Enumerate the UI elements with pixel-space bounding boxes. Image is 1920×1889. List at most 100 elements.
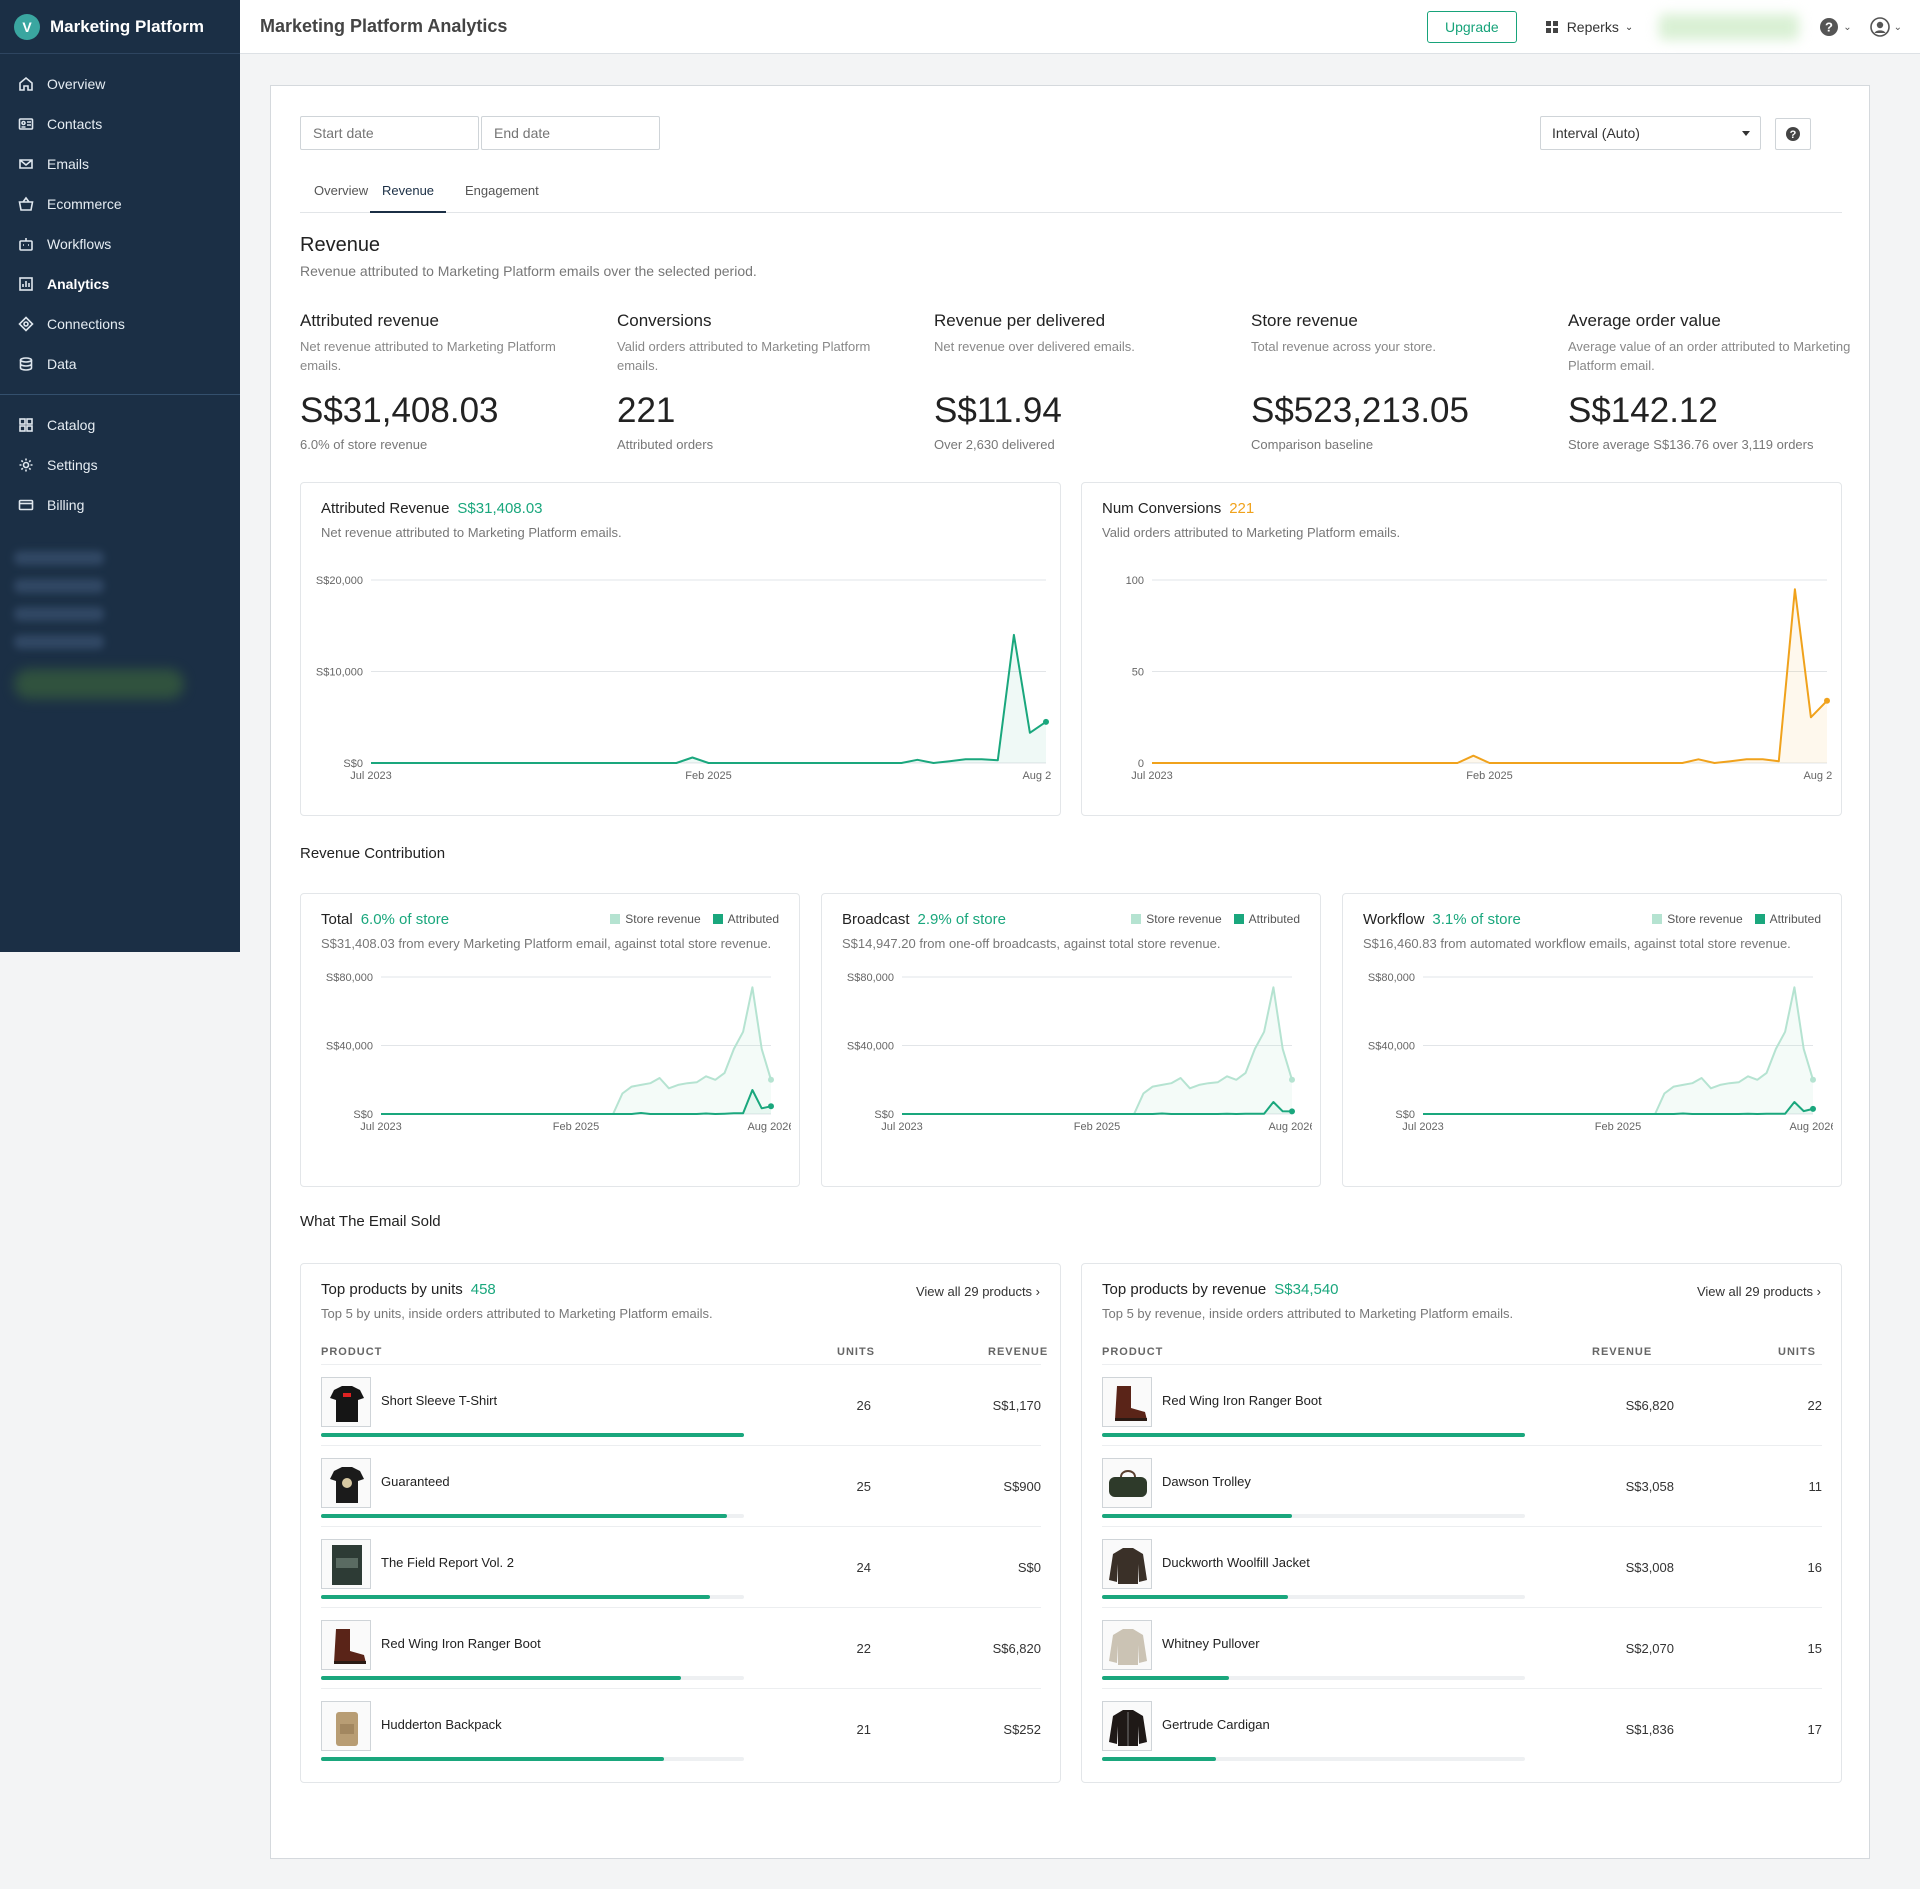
kpi-title: Average order value bbox=[1568, 311, 1721, 330]
help-icon[interactable]: ? bbox=[1819, 17, 1839, 37]
contribution-chart: S$0 S$40,000 S$80,000 Jul 2023 Feb 2025 Aug 2… bbox=[847, 972, 1312, 1133]
y-tick-label: S$0 bbox=[353, 1109, 373, 1121]
start-date-input[interactable] bbox=[300, 116, 479, 150]
chevron-down-icon[interactable]: ⌄ bbox=[1893, 21, 1902, 33]
conversions-chart: 0 50 100 Jul 2023 Feb 2025 Aug 2026 bbox=[1126, 575, 1832, 782]
product-thumbnail[interactable] bbox=[1102, 1701, 1152, 1751]
product-name[interactable]: Dawson Trolley bbox=[1162, 1474, 1251, 1489]
product-name[interactable]: Short Sleeve T-Shirt bbox=[381, 1393, 498, 1408]
tab-revenue[interactable]: Revenue bbox=[370, 183, 447, 213]
product-thumbnail[interactable] bbox=[321, 1620, 371, 1670]
share-bar bbox=[1102, 1595, 1525, 1599]
sidebar-item-billing[interactable]: Billing bbox=[0, 485, 240, 525]
product-thumbnail[interactable] bbox=[1102, 1377, 1152, 1427]
brand[interactable]: V Marketing Platform bbox=[0, 0, 240, 54]
units-cell: 16 bbox=[1807, 1560, 1822, 1575]
product-name[interactable]: Guaranteed bbox=[381, 1474, 450, 1489]
product-name[interactable]: Whitney Pullover bbox=[1162, 1636, 1260, 1651]
sidebar-item-label: Billing bbox=[47, 497, 85, 513]
product-thumbnail[interactable] bbox=[1102, 1539, 1152, 1589]
x-tick-label: Aug 2026 bbox=[747, 1121, 791, 1133]
account-switcher[interactable]: Reperks ⌄ bbox=[1545, 19, 1633, 35]
sidebar-item-connections[interactable]: Connections bbox=[0, 304, 240, 344]
sidebar-item-contacts[interactable]: Contacts bbox=[0, 104, 240, 144]
sidebar-item-label: Analytics bbox=[47, 276, 110, 292]
product-thumbnail[interactable] bbox=[1102, 1458, 1152, 1508]
share-bar-fill bbox=[321, 1757, 664, 1761]
topbar: Marketing Platform Analytics Upgrade Rep… bbox=[240, 0, 1920, 54]
legend-swatch-attributed bbox=[1754, 914, 1765, 924]
tab-overview[interactable]: Overview bbox=[314, 183, 369, 198]
upgrade-button[interactable]: Upgrade bbox=[1426, 11, 1517, 43]
sidebar-item-analytics[interactable]: Analytics bbox=[0, 264, 240, 304]
product-thumbnail[interactable] bbox=[321, 1539, 371, 1589]
sidebar-nav: Overview Contacts Emails Ecommerce Workf… bbox=[0, 54, 240, 525]
series-line bbox=[381, 1089, 772, 1115]
share-bar bbox=[1102, 1433, 1525, 1437]
legend-label-attributed: Attributed bbox=[1769, 912, 1821, 926]
product-thumbnail[interactable] bbox=[321, 1377, 371, 1427]
product-row[interactable]: Dawson Trolley S$3,058 11 bbox=[1102, 1445, 1822, 1526]
product-row[interactable]: Whitney Pullover S$2,070 15 bbox=[1102, 1607, 1822, 1688]
product-row[interactable]: Gertrude Cardigan S$1,836 17 bbox=[1102, 1688, 1822, 1769]
product-row[interactable]: Guaranteed 25 S$900 bbox=[321, 1445, 1041, 1526]
sidebar-item-data[interactable]: Data bbox=[0, 344, 240, 384]
product-thumbnail[interactable] bbox=[321, 1701, 371, 1751]
product-name[interactable]: Red Wing Iron Ranger Boot bbox=[381, 1636, 541, 1651]
blurred-item bbox=[14, 635, 104, 649]
grid-icon bbox=[17, 416, 35, 434]
sidebar-item-label: Data bbox=[47, 356, 77, 372]
interval-select[interactable]: Interval (Auto) bbox=[1540, 116, 1761, 150]
sidebar-item-label: Catalog bbox=[47, 417, 96, 433]
help-button[interactable]: ? bbox=[1775, 118, 1811, 150]
product-row[interactable]: Short Sleeve T-Shirt 26 S$1,170 bbox=[321, 1364, 1041, 1445]
sold-heading: What The Email Sold bbox=[300, 1213, 441, 1230]
revenue-cell: S$3,008 bbox=[1625, 1560, 1674, 1575]
product-thumbnail[interactable] bbox=[1102, 1620, 1152, 1670]
panel-total: S$34,540 bbox=[1274, 1281, 1339, 1298]
interval-value: Interval (Auto) bbox=[1552, 125, 1640, 141]
sidebar-item-workflows[interactable]: Workflows bbox=[0, 224, 240, 264]
col-header-product: PRODUCT bbox=[321, 1346, 383, 1358]
product-thumbnail[interactable] bbox=[321, 1458, 371, 1508]
blurred-item bbox=[14, 607, 104, 621]
product-name[interactable]: Duckworth Woolfill Jacket bbox=[1162, 1555, 1310, 1570]
contribution-panel: Broadcast 2.9% of store Store revenue Attri… bbox=[821, 893, 1321, 1187]
share-bar-fill bbox=[321, 1433, 744, 1437]
chevron-down-icon[interactable]: ⌄ bbox=[1843, 21, 1852, 33]
kpi-value: S$11.94 bbox=[934, 391, 1062, 430]
product-name[interactable]: Red Wing Iron Ranger Boot bbox=[1162, 1393, 1322, 1408]
end-date-input[interactable] bbox=[481, 116, 660, 150]
sidebar-item-overview[interactable]: Overview bbox=[0, 64, 240, 104]
panel-title-text: Top products by units bbox=[321, 1281, 463, 1298]
product-name[interactable]: The Field Report Vol. 2 bbox=[381, 1555, 514, 1570]
col-header-product: PRODUCT bbox=[1102, 1346, 1164, 1358]
kpi-title: Conversions bbox=[617, 311, 712, 330]
product-row[interactable]: Duckworth Woolfill Jacket S$3,008 16 bbox=[1102, 1526, 1822, 1607]
sidebar-item-catalog[interactable]: Catalog bbox=[0, 405, 240, 445]
contribution-pct: 2.9% of store bbox=[917, 911, 1006, 928]
kpi-title: Store revenue bbox=[1251, 311, 1358, 330]
view-all-link[interactable]: View all 29 products › bbox=[915, 1284, 1040, 1299]
tab-engagement[interactable]: Engagement bbox=[465, 183, 539, 198]
contribution-title: Broadcast 2.9% of store bbox=[842, 911, 1006, 928]
sidebar-item-ecommerce[interactable]: Ecommerce bbox=[0, 184, 240, 224]
x-tick-label: Aug 2026 bbox=[1268, 1121, 1312, 1133]
x-tick-label: Feb 2025 bbox=[553, 1121, 599, 1133]
product-name[interactable]: Hudderton Backpack bbox=[381, 1717, 502, 1732]
y-tick-label: S$80,000 bbox=[326, 972, 373, 984]
share-bar bbox=[321, 1757, 744, 1761]
sidebar-item-emails[interactable]: Emails bbox=[0, 144, 240, 184]
svg-text:?: ? bbox=[1790, 129, 1797, 141]
user-icon[interactable] bbox=[1869, 17, 1890, 37]
sidebar-item-settings[interactable]: Settings bbox=[0, 445, 240, 485]
product-row[interactable]: Red Wing Iron Ranger Boot S$6,820 22 bbox=[1102, 1364, 1822, 1445]
product-row[interactable]: The Field Report Vol. 2 24 S$0 bbox=[321, 1526, 1041, 1607]
product-name[interactable]: Gertrude Cardigan bbox=[1162, 1717, 1270, 1732]
contribution-pct: 6.0% of store bbox=[360, 911, 450, 928]
product-row[interactable]: Red Wing Iron Ranger Boot 22 S$6,820 bbox=[321, 1607, 1041, 1688]
product-row[interactable]: Hudderton Backpack 21 S$252 bbox=[321, 1688, 1041, 1769]
view-all-link[interactable]: View all 29 products › bbox=[1696, 1284, 1821, 1299]
kpi-value: S$142.12 bbox=[1568, 391, 1718, 430]
basket-icon bbox=[17, 195, 35, 213]
